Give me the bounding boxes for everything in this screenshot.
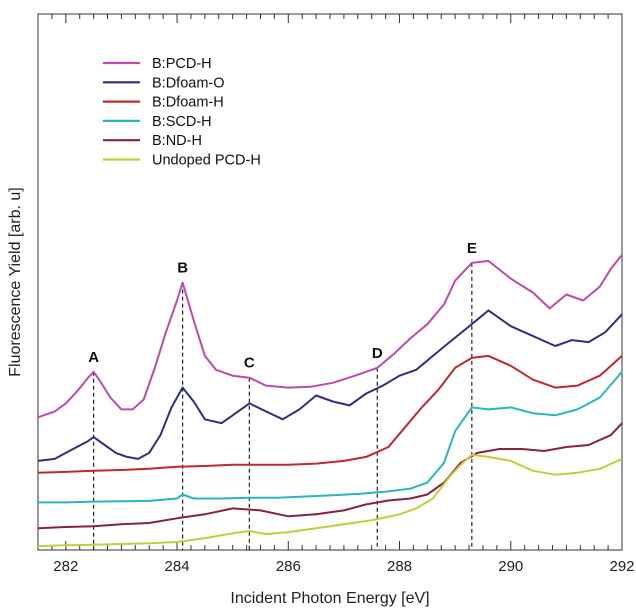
marker-label-a: A xyxy=(88,349,99,366)
x-tick-label: 290 xyxy=(498,558,523,575)
series-line-0 xyxy=(37,254,623,419)
legend-label-4: B:ND-H xyxy=(152,133,202,149)
series-line-1 xyxy=(37,309,623,462)
y-axis-title: Fluorescence Yield [arb. u] xyxy=(7,187,24,376)
x-axis-title: Incident Photon Energy [eV] xyxy=(230,590,429,607)
marker-label-e: E xyxy=(467,240,477,257)
legend-label-5: Undoped PCD-H xyxy=(152,153,261,169)
series-line-5 xyxy=(37,453,623,547)
feature-markers: A B C D E xyxy=(88,240,477,550)
x-tick-label: 288 xyxy=(387,558,412,575)
marker-label-b: B xyxy=(177,260,188,277)
legend-label-1: B:Dfoam-O xyxy=(152,75,225,91)
x-tick-label: 284 xyxy=(165,558,190,575)
series-line-2 xyxy=(37,354,623,474)
x-axis-ticks: 282 284 286 288 290 292 xyxy=(37,14,635,575)
legend: B:PCD-H B:Dfoam-O B:Dfoam-H B:SCD-H B:ND-H Un… xyxy=(103,56,261,169)
legend-label-0: B:PCD-H xyxy=(152,56,212,72)
x-tick-label: 292 xyxy=(609,558,634,575)
series-line-4 xyxy=(37,422,623,530)
marker-label-d: D xyxy=(372,345,383,362)
series-line-3 xyxy=(38,371,623,504)
series-lines xyxy=(37,254,623,547)
marker-label-c: C xyxy=(244,355,255,372)
legend-label-3: B:SCD-H xyxy=(152,114,212,130)
legend-label-2: B:Dfoam-H xyxy=(152,95,224,111)
x-tick-label: 286 xyxy=(276,558,301,575)
x-tick-label: 282 xyxy=(53,558,78,575)
